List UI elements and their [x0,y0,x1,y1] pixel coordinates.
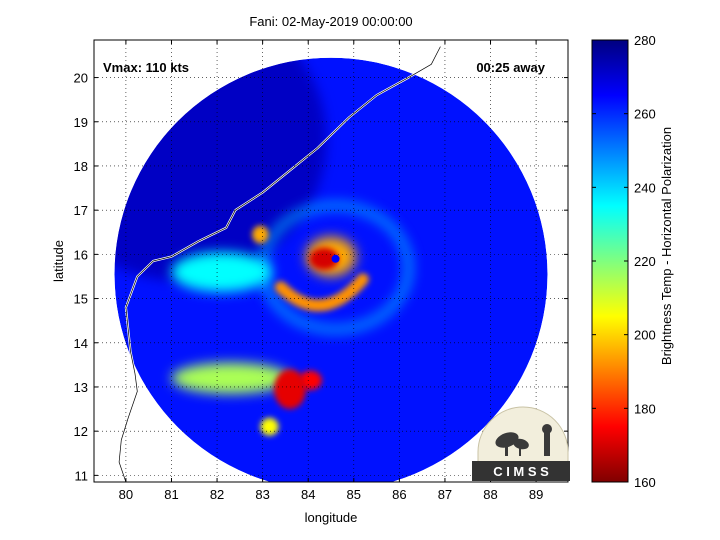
y-tick-label: 12 [74,424,88,439]
colorbar-tick-label: 280 [634,33,656,48]
feature-north-spot [252,225,269,244]
y-axis-ticks: 11 12 13 14 15 16 17 18 19 20 [74,71,568,483]
grid-layer [94,40,568,482]
y-tick-label: 19 [74,115,88,130]
logo-banner [472,461,570,481]
colorbar-ticks: 160 180 200 220 240 260 280 [592,33,656,490]
y-tick-label: 15 [74,292,88,307]
y-tick-label: 13 [74,380,88,395]
vmax-annotation: Vmax: 110 kts [103,60,189,75]
feature-inner-band [274,273,369,312]
x-tick-label: 89 [529,487,543,502]
plot-area [94,40,568,482]
x-tick-label: 83 [255,487,269,502]
x-tick-label: 87 [438,487,452,502]
feature-south-spot [260,417,279,436]
colorbar-tick-label: 200 [634,328,656,343]
colorbar [591,39,629,483]
x-tick-label: 82 [210,487,224,502]
logo-text: C I M S S [493,464,549,479]
feature-south-convection [274,369,306,410]
y-axis-label: latitude [51,240,66,282]
x-tick-label: 81 [164,487,178,502]
feature-eyewall-core [309,247,339,270]
x-axis-ticks: 80 81 82 83 84 85 86 87 88 89 [119,40,543,502]
x-tick-label: 86 [392,487,406,502]
x-tick-label: 80 [119,487,133,502]
feature-west-band [171,252,272,292]
y-tick-label: 20 [74,71,88,86]
colorbar-tick-label: 260 [634,107,656,122]
chart-title: Fani: 02-May-2019 00:00:00 [249,14,412,29]
y-tick-label: 14 [74,336,88,351]
y-tick-label: 18 [74,159,88,174]
y-tick-label: 16 [74,247,88,262]
colorbar-tick-label: 180 [634,401,656,416]
colorbar-tick-label: 220 [634,254,656,269]
y-tick-label: 11 [75,468,89,483]
y-tick-label: 17 [74,203,88,218]
colorbar-label: Brightness Temp - Horizontal Polarizatio… [659,127,674,365]
feature-south-band [171,362,290,394]
axes-frame [93,39,569,483]
x-tick-label: 88 [483,487,497,502]
x-tick-label: 85 [347,487,361,502]
x-tick-label: 84 [301,487,315,502]
colorbar-tick-label: 160 [634,475,656,490]
time-away-annotation: 00:25 away [476,60,545,75]
storm-eye [331,254,340,263]
x-axis-label: longitude [305,510,358,525]
colorbar-tick-label: 240 [634,180,656,195]
cimss-logo: C I M S S [472,406,570,481]
